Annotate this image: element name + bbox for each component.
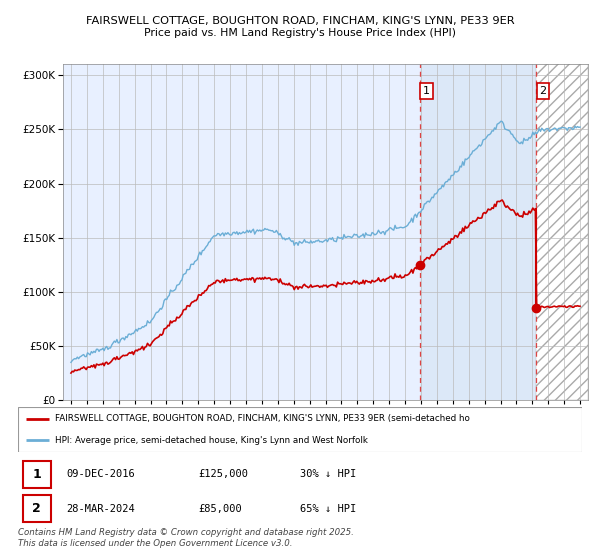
Bar bbox=[420, 64, 536, 400]
Text: 28-MAR-2024: 28-MAR-2024 bbox=[66, 503, 134, 514]
Text: FAIRSWELL COTTAGE, BOUGHTON ROAD, FINCHAM, KING'S LYNN, PE33 9ER (semi-detached : FAIRSWELL COTTAGE, BOUGHTON ROAD, FINCHA… bbox=[55, 414, 470, 423]
Text: 2: 2 bbox=[539, 86, 547, 96]
FancyBboxPatch shape bbox=[18, 407, 582, 452]
Text: 1: 1 bbox=[423, 86, 430, 96]
Text: £125,000: £125,000 bbox=[199, 469, 248, 479]
FancyBboxPatch shape bbox=[23, 495, 51, 522]
Text: £85,000: £85,000 bbox=[199, 503, 242, 514]
FancyBboxPatch shape bbox=[23, 461, 51, 488]
Text: 2: 2 bbox=[32, 502, 41, 515]
Bar bbox=[536, 64, 588, 400]
Text: 30% ↓ HPI: 30% ↓ HPI bbox=[300, 469, 356, 479]
Text: 1: 1 bbox=[32, 468, 41, 481]
Text: FAIRSWELL COTTAGE, BOUGHTON ROAD, FINCHAM, KING'S LYNN, PE33 9ER: FAIRSWELL COTTAGE, BOUGHTON ROAD, FINCHA… bbox=[86, 16, 514, 26]
Text: Contains HM Land Registry data © Crown copyright and database right 2025.
This d: Contains HM Land Registry data © Crown c… bbox=[18, 528, 354, 548]
Text: Price paid vs. HM Land Registry's House Price Index (HPI): Price paid vs. HM Land Registry's House … bbox=[144, 28, 456, 38]
Text: HPI: Average price, semi-detached house, King's Lynn and West Norfolk: HPI: Average price, semi-detached house,… bbox=[55, 436, 368, 445]
Text: 09-DEC-2016: 09-DEC-2016 bbox=[66, 469, 134, 479]
Text: 65% ↓ HPI: 65% ↓ HPI bbox=[300, 503, 356, 514]
